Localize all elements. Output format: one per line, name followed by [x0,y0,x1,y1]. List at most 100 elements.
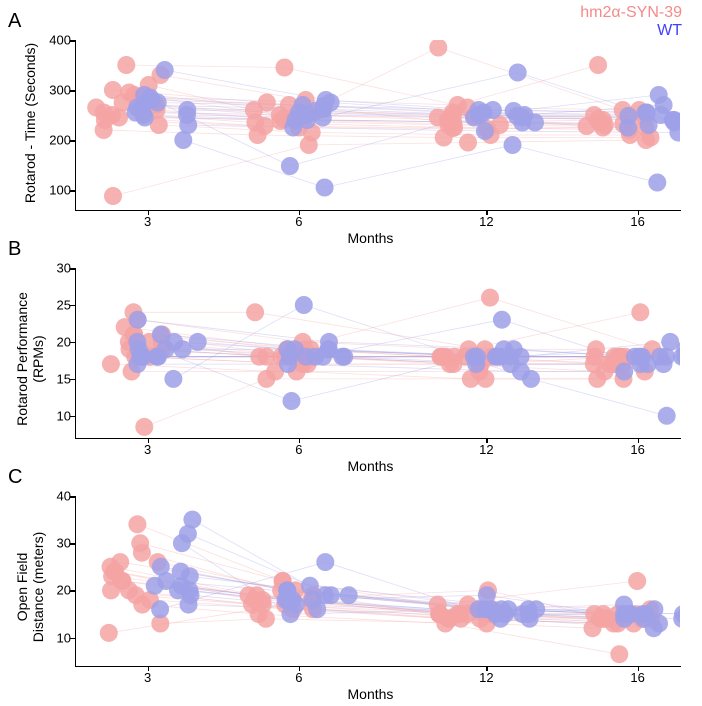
data-point [492,610,510,628]
data-point [335,348,353,366]
legend-label-1: hm2α-SYN-39 [580,4,682,21]
data-point [578,117,596,135]
x-tick [148,666,150,671]
x-tick-label: 6 [295,670,302,685]
data-point [316,553,334,571]
data-point [512,348,530,366]
plot-svg [75,496,680,666]
data-point [493,311,511,329]
x-tick [486,438,488,443]
data-point [131,348,149,366]
data-point [635,610,653,628]
data-point [281,157,299,175]
data-point [584,619,602,637]
data-point [306,348,324,366]
data-point [440,116,458,134]
x-tick [638,210,640,215]
data-point [449,96,467,114]
data-point [246,303,264,321]
data-point [276,59,294,77]
data-point [467,355,485,373]
data-point [657,348,675,366]
data-point [465,109,483,127]
x-tick [638,666,640,671]
x-tick-label: 12 [479,442,493,457]
x-tick [148,438,150,443]
legend: hm2α-SYN-39 WT [580,4,682,40]
data-point [505,102,523,120]
x-tick-label: 12 [479,214,493,229]
data-point [151,600,169,618]
y-tick-label: 40 [43,489,71,504]
data-point [131,534,149,552]
data-point [174,340,192,358]
data-point [258,94,276,112]
data-point [478,586,496,604]
data-point [504,136,522,154]
data-point [650,86,668,104]
data-point [283,392,301,410]
y-tick-label: 200 [43,133,71,148]
x-axis-label: Months [348,230,394,246]
x-tick-label: 16 [630,670,644,685]
data-point [128,515,146,533]
series-line [144,379,623,427]
x-tick-label: 3 [144,670,151,685]
panel-C: COpen Field Distance (meters)10203040361… [0,496,702,706]
y-tick-label: 25 [43,297,71,312]
legend-item-1: hm2α-SYN-39 [580,4,682,22]
x-axis-label: Months [348,686,394,702]
panel-B: BRotarod Performance (RPMs)1015202530361… [0,268,702,478]
data-point [314,109,332,127]
plot-svg [75,268,680,438]
y-axis-label: Open Field Distance (meters) [14,502,46,672]
data-point [129,311,147,329]
data-point [100,624,118,642]
series-line [138,312,641,349]
data-point [430,605,448,623]
x-tick-label: 12 [479,670,493,685]
data-point [589,56,607,74]
x-tick-label: 16 [630,442,644,457]
data-point [156,61,174,79]
data-point [446,348,464,366]
data-point [619,119,637,137]
data-point [429,40,447,57]
data-point [257,610,275,628]
data-point [484,101,502,119]
x-axis-label: Months [348,458,394,474]
y-tick-label: 10 [43,630,71,645]
y-tick-label: 300 [43,83,71,98]
series-line [113,140,646,196]
x-tick [486,666,488,671]
data-point [300,136,318,154]
legend-item-2: WT [580,22,682,40]
x-tick-label: 6 [295,214,302,229]
x-tick-label: 6 [295,442,302,457]
data-point [117,56,135,74]
data-point [169,581,187,599]
panel-label-C: C [8,466,22,489]
data-point [304,591,322,609]
data-point [477,370,495,388]
data-point [495,340,513,358]
data-point [286,340,304,358]
data-point [103,106,121,124]
data-point [257,370,275,388]
data-point [610,645,628,663]
y-tick-label: 30 [43,261,71,276]
data-point [173,534,191,552]
data-point [104,187,122,205]
panel-label-A: A [8,10,21,33]
data-point [249,126,267,144]
data-point [619,605,637,623]
data-point [509,64,527,82]
y-axis-label: Rotarod - Time (Seconds) [22,38,38,208]
data-point [102,355,120,373]
y-tick-label: 15 [43,371,71,386]
data-point [585,355,603,373]
data-point [615,363,633,381]
panel-A: ARotarod - Time (Seconds)100200300400361… [0,40,702,250]
panel-label-B: B [8,238,21,261]
data-point [181,567,199,585]
